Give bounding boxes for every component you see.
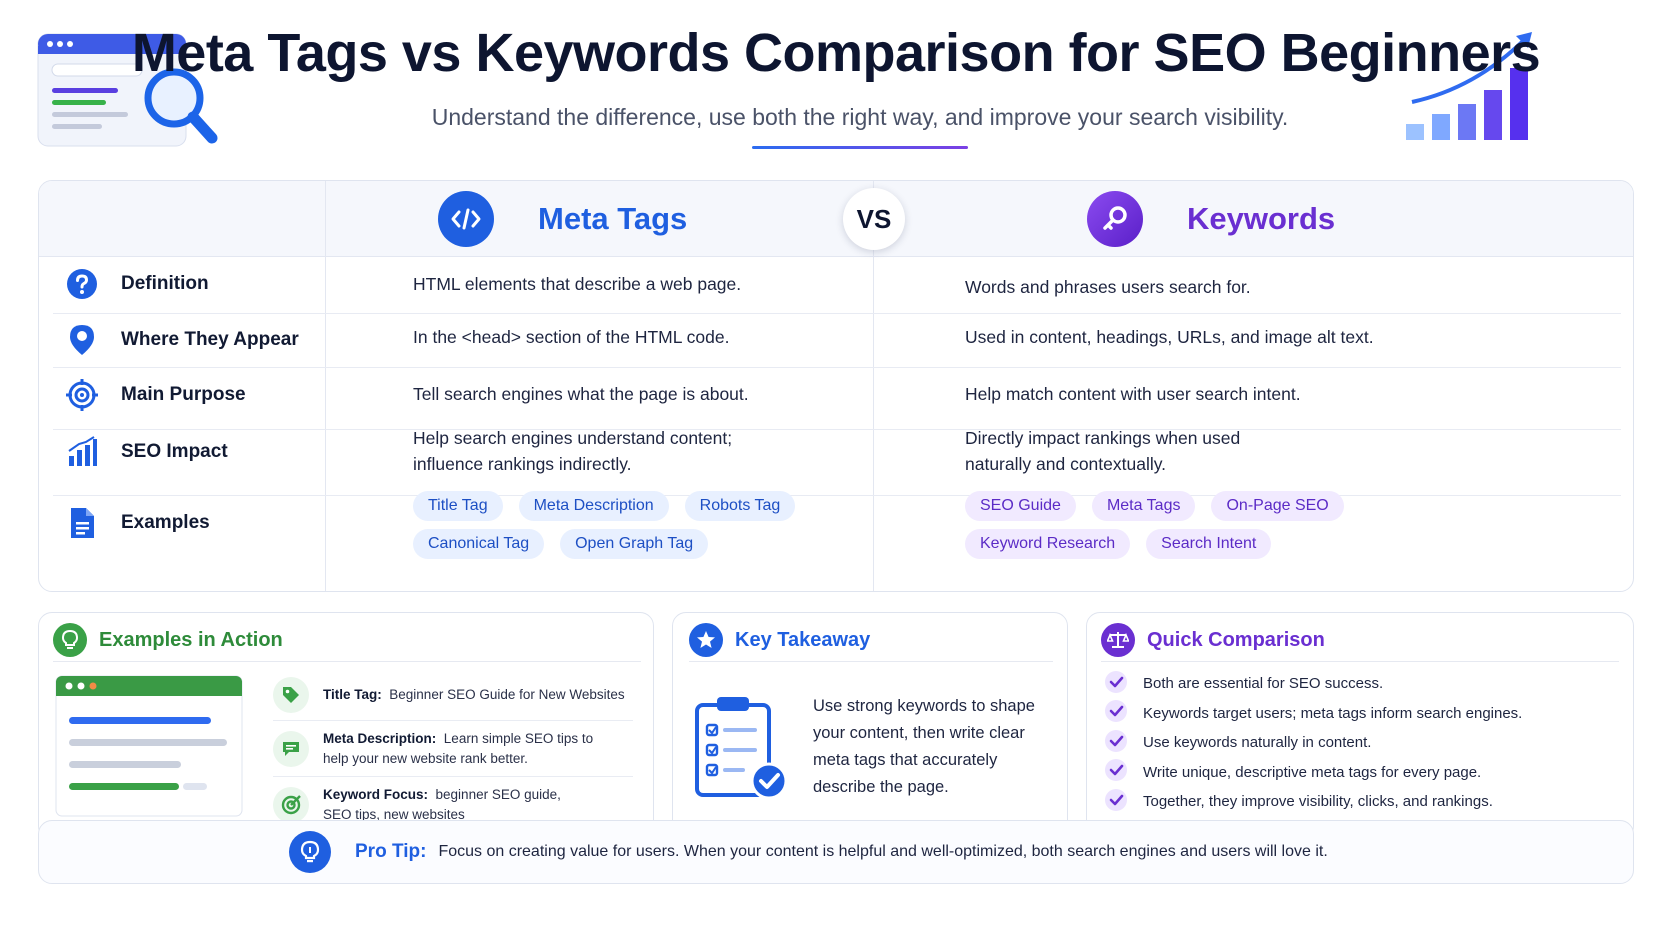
page-title: Meta Tags vs Keywords Comparison for SEO…: [131, 23, 1541, 83]
definition-meta-cell: HTML elements that describe a web page.: [413, 274, 742, 294]
target-icon: [65, 378, 99, 412]
row-label-main-purpose: Main Purpose: [65, 378, 246, 412]
quick-comparison-list: Both are essential for SEO success. Keyw…: [1105, 669, 1522, 817]
examples-in-action-card: Examples in Action Title Tag: Beginner S…: [38, 612, 654, 840]
column-divider-middle: [873, 181, 874, 591]
meta-examples-row-1: Title Tag Meta Description Robots Tag: [413, 491, 811, 521]
check-icon: [1105, 759, 1127, 785]
where-meta-cell: In the <head> section of the HTML code.: [413, 327, 730, 347]
impact-meta-cell: Help search engines understand content; …: [413, 428, 733, 474]
meta-tags-heading: Meta Tags: [538, 201, 688, 236]
keywords-heading: Keywords: [1187, 201, 1336, 236]
keyword-examples-row-2: Keyword Research Search Intent: [965, 529, 1287, 559]
chip-title-tag: Title Tag: [413, 491, 503, 521]
growth-chart-illustration: [1406, 28, 1540, 146]
chip-search-intent: Search Intent: [1146, 529, 1272, 559]
card-divider: [1101, 661, 1619, 662]
quick-card-header: Quick Comparison: [1101, 623, 1325, 657]
row-divider: [53, 495, 1621, 496]
pro-tip-label: Pro Tip:: [355, 841, 427, 862]
lightbulb-icon: [289, 831, 331, 873]
card-divider: [689, 661, 1053, 662]
card-divider: [53, 661, 641, 662]
takeaway-card-header: Key Takeaway: [689, 623, 870, 657]
row-label-where-they-appear: Where They Appear: [65, 323, 299, 357]
message-icon: [273, 730, 309, 767]
chip-seo-guide: SEO Guide: [965, 491, 1076, 521]
chip-canonical-tag: Canonical Tag: [413, 529, 545, 559]
bar-chart-icon: [65, 435, 99, 469]
lightbulb-icon: [53, 623, 87, 657]
scale-icon: [1101, 623, 1135, 657]
meta-tags-column-header: Meta Tags: [438, 191, 687, 247]
takeaway-text: Use strong keywords to shape your conten…: [813, 697, 1035, 796]
question-circle-icon: [65, 267, 99, 301]
document-icon: [65, 506, 99, 540]
check-icon: [1105, 700, 1127, 726]
chip-meta-description: Meta Description: [518, 491, 669, 521]
tag-icon: [273, 676, 309, 713]
key-takeaway-card: Key Takeaway Use strong keywords to shap…: [672, 612, 1068, 840]
target-check-icon: [273, 787, 309, 823]
column-divider-left: [325, 181, 326, 591]
meta-examples-row-2: Canonical Tag Open Graph Tag: [413, 529, 724, 559]
title-underline: [752, 146, 968, 149]
examples-card-header: Examples in Action: [53, 623, 283, 657]
row-label-definition: Definition: [65, 267, 209, 301]
chip-on-page-seo: On-Page SEO: [1211, 491, 1344, 521]
example-item-meta-description: Meta Description: Learn simple SEO tips …: [273, 721, 633, 777]
row-label-examples: Examples: [65, 506, 210, 540]
comparison-table: Meta Tags VS Keywords Definition HTML el…: [38, 180, 1634, 592]
clipboard-check-icon: [691, 693, 791, 803]
chip-robots-tag: Robots Tag: [684, 491, 796, 521]
example-item-keyword-focus: Keyword Focus: beginner SEO guide, SEO t…: [273, 777, 633, 833]
list-item: Use keywords naturally in content.: [1105, 728, 1522, 758]
table-header-row: [39, 181, 1633, 257]
purpose-meta-cell: Tell search engines what the page is abo…: [413, 384, 749, 404]
code-icon: [438, 191, 494, 247]
impact-keywords-cell: Directly impact rankings when used natur…: [965, 428, 1241, 474]
row-divider: [53, 429, 1621, 430]
list-item: Write unique, descriptive meta tags for …: [1105, 758, 1522, 788]
browser-search-illustration: [34, 28, 224, 152]
check-icon: [1105, 729, 1127, 756]
list-item: Together, they improve visibility, click…: [1105, 787, 1522, 817]
keyword-examples-row-1: SEO Guide Meta Tags On-Page SEO: [965, 491, 1360, 521]
key-icon: [1087, 191, 1143, 247]
definition-keywords-cell: Words and phrases users search for.: [965, 277, 1251, 297]
check-icon: [1105, 788, 1127, 815]
example-item-title-tag: Title Tag: Beginner SEO Guide for New We…: [273, 669, 633, 721]
pro-tip-text: Focus on creating value for users. When …: [438, 843, 1328, 860]
vs-label: VS: [856, 203, 892, 234]
list-item: Both are essential for SEO success.: [1105, 669, 1522, 699]
mini-browser-illustration: [55, 675, 245, 819]
star-icon: [689, 623, 723, 657]
row-divider: [53, 367, 1621, 368]
vs-badge: VS: [843, 188, 905, 250]
row-divider: [53, 313, 1621, 314]
quick-comparison-card: Quick Comparison Both are essential for …: [1086, 612, 1634, 840]
purpose-keywords-cell: Help match content with user search inte…: [965, 384, 1301, 404]
pro-tip-banner: Pro Tip: Focus on creating value for use…: [38, 820, 1634, 884]
chip-keyword-research: Keyword Research: [965, 529, 1131, 559]
keywords-column-header: Keywords: [1087, 191, 1335, 247]
chip-open-graph-tag: Open Graph Tag: [560, 529, 709, 559]
chip-meta-tags: Meta Tags: [1091, 491, 1196, 521]
row-label-seo-impact: SEO Impact: [65, 435, 228, 469]
page-subtitle: Understand the difference, use both the …: [431, 104, 1289, 130]
map-pin-icon: [65, 323, 99, 357]
check-icon: [1105, 670, 1127, 697]
list-item: Keywords target users; meta tags inform …: [1105, 699, 1522, 729]
where-keywords-cell: Used in content, headings, URLs, and ima…: [965, 327, 1374, 347]
